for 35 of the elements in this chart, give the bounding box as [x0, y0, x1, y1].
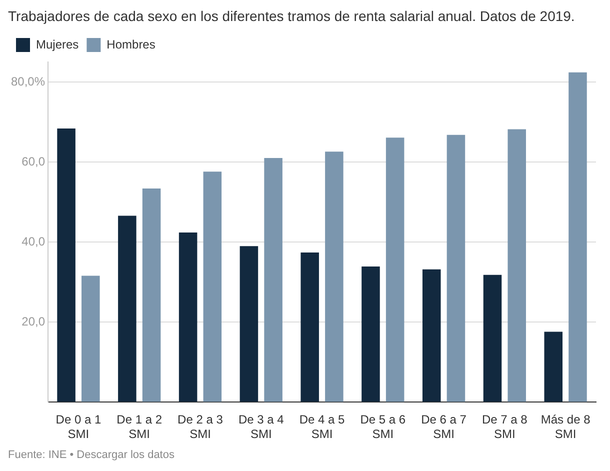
- x-tick-label: De 7 a 8 SMI: [482, 412, 528, 442]
- x-tick-label: De 0 a 1 SMI: [56, 412, 102, 442]
- chart-title: Trabajadores de cada sexo en los diferentes tramos de renta salarial anual. Datos de 2019.: [8, 8, 576, 24]
- legend-label: Mujeres: [36, 37, 79, 52]
- bar: [240, 246, 258, 402]
- bar: [57, 128, 76, 402]
- x-tick-label: De 1 a 2 SMI: [116, 412, 162, 442]
- bar: [203, 172, 222, 402]
- bar: [446, 134, 466, 402]
- bar: [264, 158, 282, 402]
- bar: [544, 332, 563, 402]
- x-tick-label: De 2 a 3 SMI: [178, 412, 224, 442]
- bar: [483, 274, 502, 402]
- source-note: Fuente: INE • Descargar los datos: [8, 449, 176, 461]
- y-tick-label: 20,0: [22, 314, 46, 328]
- bar: [362, 266, 380, 402]
- bar: [300, 252, 319, 402]
- legend-label: Hombres: [106, 37, 156, 52]
- y-tick-label: 40,0: [22, 234, 46, 248]
- x-tick-label: De 6 a 7 SMI: [421, 412, 467, 442]
- bar: [325, 152, 344, 402]
- bar: [118, 216, 136, 402]
- x-tick-label: De 3 a 4 SMI: [238, 412, 284, 442]
- bar: [568, 72, 587, 402]
- x-tick-label: Más de 8 SMI: [540, 412, 591, 442]
- bar: [422, 269, 441, 402]
- bar: [142, 188, 161, 402]
- x-tick-label: De 5 a 6 SMI: [360, 412, 406, 442]
- y-tick-label: 80,0%: [10, 74, 46, 88]
- x-tick-label: De 4 a 5 SMI: [299, 412, 346, 442]
- bar: [82, 276, 100, 402]
- bar: [178, 232, 198, 402]
- y-tick-label: 60,0: [22, 154, 46, 168]
- bar: [508, 129, 526, 402]
- bar: [386, 138, 404, 402]
